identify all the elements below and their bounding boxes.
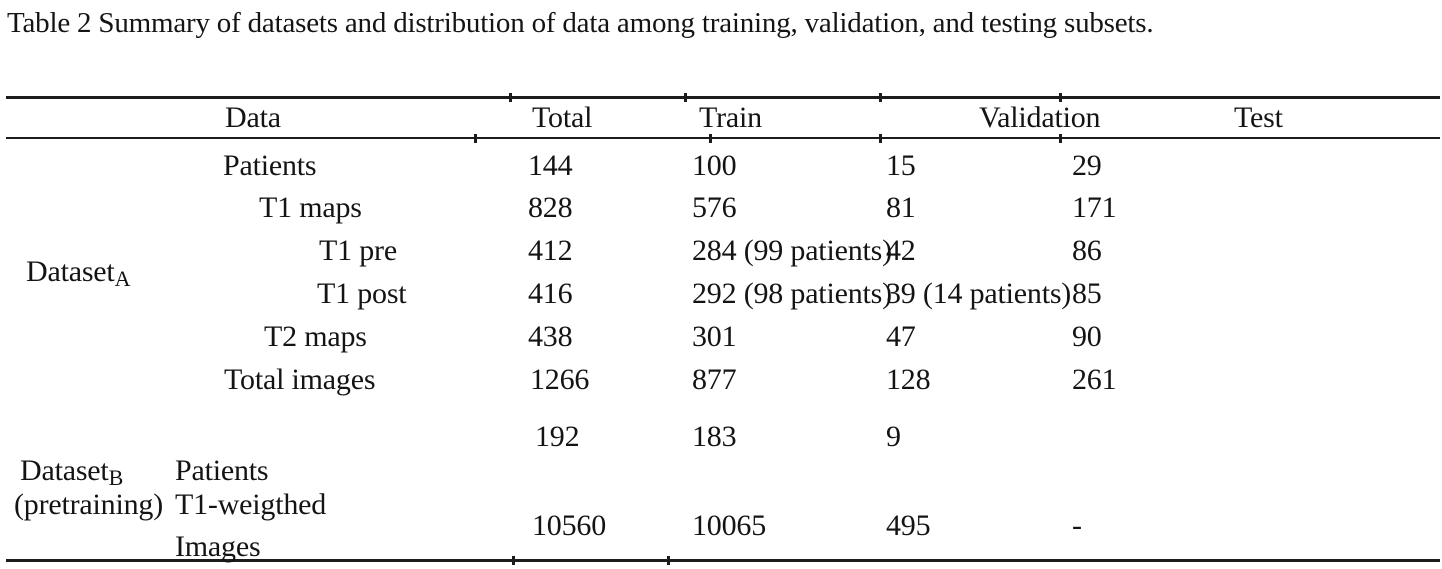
cell-validation: 15 [886,149,916,182]
cell-total: 144 [528,149,573,182]
cell-label-patients: Patients [223,149,317,182]
cell-test: 261 [1072,363,1117,396]
rule-tick [879,93,882,102]
cell-train: 100 [692,149,737,182]
cell-validation: 9 [886,420,901,453]
group-label-subscript: A [114,266,131,291]
group-label-text: Dataset [26,255,115,288]
cell-train: 576 [692,191,737,224]
rule-tick [474,134,477,143]
cell-total: 192 [535,420,580,453]
group-label-text: Dataset [20,454,109,487]
rule-tick [879,134,882,143]
rule-tick [709,134,712,143]
table-top-rule [6,96,1440,99]
column-header-data: Data [225,101,281,134]
cell-label-t1-maps: T1 maps [259,191,362,224]
column-header-total: Total [532,101,593,134]
table-bottom-rule [6,559,1440,562]
cell-total: 1266 [530,363,590,396]
cell-label-t1-weighted-line1: T1-weigthed [175,488,327,521]
cell-train: 183 [692,420,737,453]
cell-total: 438 [528,320,573,353]
cell-validation: 47 [886,320,916,353]
cell-total: 416 [528,277,573,310]
cell-test: 90 [1072,320,1102,353]
cell-test: 29 [1072,149,1102,182]
cell-validation: 495 [886,509,931,542]
group-label-dataset-a: DatasetA [26,255,130,291]
cell-label-total-images: Total images [224,363,376,396]
cell-train: 877 [692,363,737,396]
rule-tick [512,556,515,565]
rule-tick [509,93,512,102]
group-label-dataset-b-note: (pretraining) [14,488,163,521]
cell-test: 86 [1072,234,1102,267]
column-header-train: Train [699,101,762,134]
rule-tick [667,556,670,565]
rule-tick [1059,134,1062,143]
column-header-validation: Validation [979,101,1101,134]
cell-label-t1-weighted-line2: Images [175,530,261,563]
cell-label-t2-maps: T2 maps [264,320,367,353]
column-header-test: Test [1234,101,1283,134]
cell-label-t1-post: T1 post [317,277,407,310]
cell-validation: 81 [886,191,916,224]
cell-total: 412 [528,234,573,267]
rule-tick [684,93,687,102]
cell-validation: 39 (14 patients) [886,277,1072,310]
cell-total: 10560 [532,509,607,542]
cell-total: 828 [528,191,573,224]
cell-train: 292 (98 patients) [692,277,892,310]
cell-label-t1-pre: T1 pre [319,234,397,267]
cell-validation: 42 [886,234,916,267]
cell-train: 301 [692,320,737,353]
cell-test: - [1072,509,1082,542]
cell-label-patients: Patients [175,454,269,487]
cell-test: 171 [1072,191,1117,224]
group-label-dataset-b: DatasetB [20,454,123,490]
cell-train: 10065 [692,509,767,542]
rule-tick [1059,93,1062,102]
table-header-rule [6,137,1440,139]
table-caption: Table 2 Summary of datasets and distribu… [7,7,1154,39]
cell-validation: 128 [886,363,931,396]
cell-train: 284 (99 patients) [692,234,892,267]
cell-test: 85 [1072,277,1102,310]
group-label-subscript: B [108,465,124,490]
